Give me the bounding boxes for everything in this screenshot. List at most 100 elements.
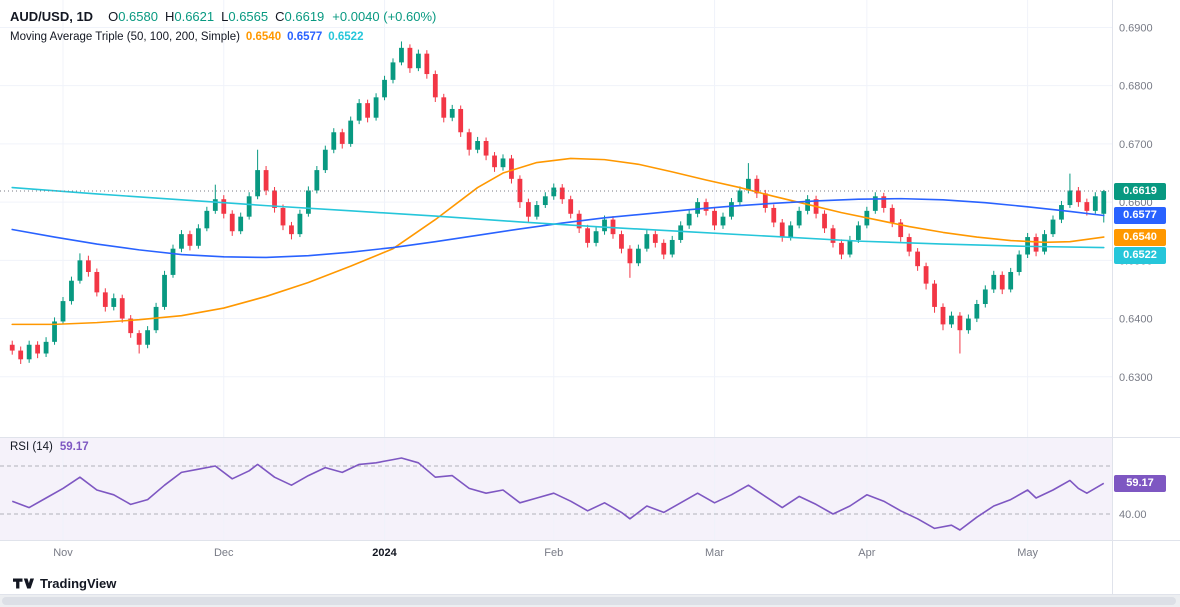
candle[interactable] (754, 175, 760, 199)
candle[interactable] (280, 204, 286, 231)
candle[interactable] (965, 314, 971, 334)
candle[interactable] (331, 128, 337, 154)
candle[interactable] (212, 184, 218, 214)
scrollbar-thumb[interactable] (2, 597, 1176, 605)
candle[interactable] (585, 224, 591, 248)
candle[interactable] (720, 212, 726, 229)
candle[interactable] (1008, 267, 1014, 293)
candle[interactable] (932, 280, 937, 313)
candle[interactable] (839, 239, 844, 260)
candle[interactable] (644, 230, 650, 252)
candle[interactable] (204, 206, 210, 232)
candle[interactable] (289, 221, 294, 240)
candle[interactable] (737, 186, 743, 206)
candle[interactable] (339, 128, 345, 149)
time-axis[interactable]: Nov Dec 2024 Feb Mar Apr May (53, 547, 1038, 559)
candle[interactable] (1101, 189, 1107, 223)
candle[interactable] (999, 271, 1005, 295)
candle[interactable] (923, 262, 929, 290)
candle[interactable] (85, 255, 91, 277)
candle[interactable] (441, 93, 447, 123)
candle[interactable] (390, 58, 396, 84)
candle[interactable] (238, 212, 244, 235)
candle[interactable] (263, 166, 269, 196)
candle[interactable] (432, 70, 438, 102)
candle[interactable] (424, 50, 430, 79)
candle[interactable] (221, 195, 227, 219)
candle[interactable] (26, 340, 32, 363)
candle[interactable] (77, 253, 83, 284)
candle[interactable] (627, 245, 633, 278)
candle[interactable] (356, 99, 362, 125)
horizontal-scrollbar[interactable] (0, 594, 1180, 607)
candle[interactable] (52, 317, 57, 345)
candle[interactable] (695, 198, 701, 218)
candle[interactable] (69, 276, 74, 305)
candle[interactable] (500, 154, 506, 171)
candle[interactable] (525, 198, 531, 222)
candle[interactable] (9, 340, 15, 355)
indicator-legend-row[interactable]: Moving Average Triple (50, 100, 200, Sim… (10, 31, 436, 43)
candle[interactable] (517, 175, 523, 208)
candle[interactable] (94, 268, 100, 297)
candle[interactable] (619, 230, 624, 254)
candle[interactable] (179, 230, 184, 253)
candle[interactable] (322, 145, 328, 174)
rsi-legend-row[interactable]: RSI (14) 59.17 (10, 441, 89, 453)
candle[interactable] (1092, 192, 1098, 214)
candle[interactable] (399, 41, 404, 66)
candle[interactable] (1059, 200, 1064, 224)
candle[interactable] (568, 195, 574, 219)
candle[interactable] (712, 207, 717, 231)
candle[interactable] (652, 230, 658, 248)
candle[interactable] (898, 219, 904, 242)
candle[interactable] (1067, 173, 1073, 208)
candle[interactable] (382, 75, 387, 101)
candle[interactable] (1016, 250, 1022, 276)
candle[interactable] (136, 330, 142, 354)
candle[interactable] (246, 192, 252, 220)
candle[interactable] (542, 192, 548, 208)
candle[interactable] (949, 311, 954, 328)
candle[interactable] (974, 299, 980, 323)
candle[interactable] (111, 293, 117, 311)
candle[interactable] (559, 184, 565, 204)
candle[interactable] (314, 166, 320, 194)
candle[interactable] (297, 209, 303, 238)
price-axis[interactable]: 0.69000.68000.67000.66000.65000.64000.63… (1119, 22, 1153, 521)
candle[interactable] (686, 209, 692, 229)
candle[interactable] (415, 49, 421, 72)
candle[interactable] (915, 248, 921, 271)
candle[interactable] (483, 137, 489, 161)
candle[interactable] (35, 341, 41, 359)
candle[interactable] (466, 128, 472, 156)
candle[interactable] (187, 230, 193, 251)
symbol-legend-row[interactable]: AUD/USD, 1D O0.6580 H0.6621 L0.6565 C0.6619… (10, 9, 436, 24)
candle[interactable] (991, 270, 997, 293)
candle[interactable] (229, 210, 235, 236)
candle[interactable] (602, 215, 607, 235)
candle[interactable] (119, 294, 125, 323)
candle[interactable] (1025, 232, 1031, 259)
candle[interactable] (128, 315, 134, 338)
candle[interactable] (982, 285, 988, 308)
candle[interactable] (551, 183, 557, 200)
candle[interactable] (272, 186, 277, 213)
candle[interactable] (195, 224, 201, 249)
candle[interactable] (822, 210, 827, 233)
candle[interactable] (796, 206, 802, 229)
candle[interactable] (940, 303, 946, 331)
candle[interactable] (170, 244, 176, 278)
candle[interactable] (365, 99, 371, 123)
candle[interactable] (407, 44, 413, 73)
candle[interactable] (855, 221, 861, 243)
candle[interactable] (779, 219, 785, 242)
candle[interactable] (635, 244, 641, 267)
candle[interactable] (957, 312, 963, 354)
candle[interactable] (449, 104, 455, 122)
tradingview-logo[interactable]: TradingView (13, 576, 116, 591)
candle[interactable] (1050, 215, 1056, 238)
candle[interactable] (745, 163, 751, 194)
candle[interactable] (373, 93, 379, 121)
candle[interactable] (509, 154, 514, 184)
